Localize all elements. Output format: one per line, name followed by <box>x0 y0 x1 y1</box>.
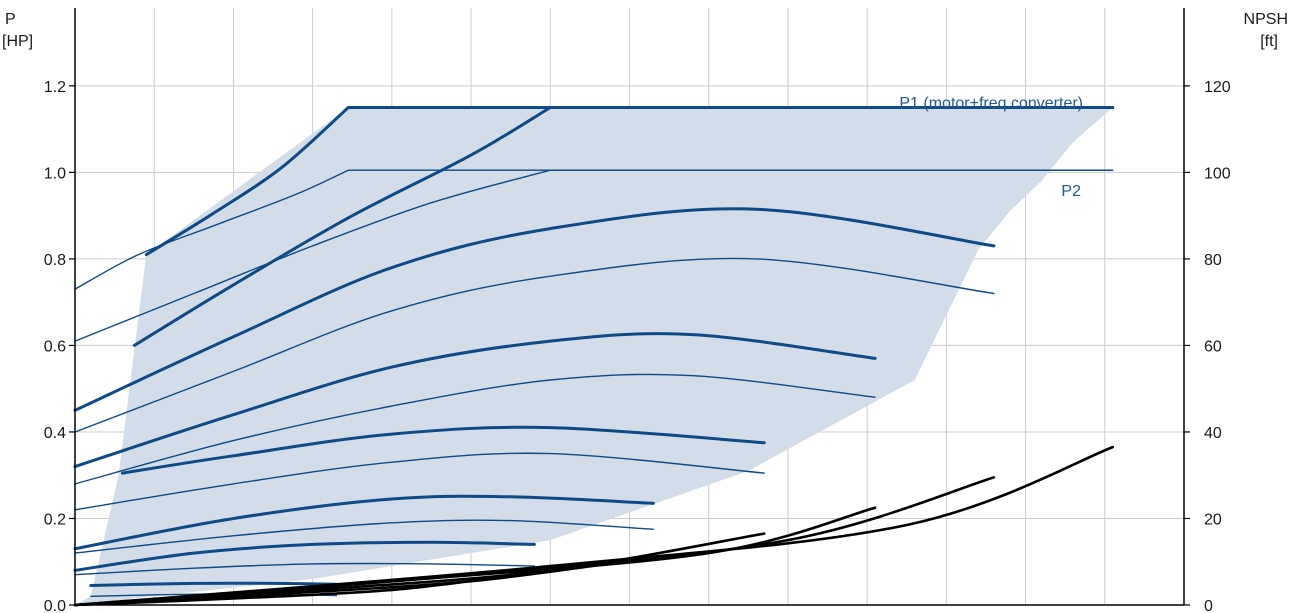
right-tick-label: 100 <box>1204 165 1231 182</box>
p2-curve-10 <box>74 452 765 511</box>
p1-curve-label: P1 (motor+freq.converter) <box>899 95 1083 112</box>
p2-curve-8 <box>74 373 876 485</box>
axes <box>74 8 1185 606</box>
p1-curve-5 <box>73 207 996 412</box>
right-tick-label: 60 <box>1204 338 1222 355</box>
p2-curve-2 <box>74 169 1114 290</box>
p2-curve-14 <box>74 562 536 576</box>
p1-curve-7 <box>73 332 877 469</box>
right-tick-label: 80 <box>1204 252 1222 269</box>
operating-envelope-area <box>75 107 1113 605</box>
right-tick-label: 20 <box>1204 511 1222 528</box>
left-tick-label: 0.0 <box>44 598 66 613</box>
left-axis-label: P <box>5 11 16 28</box>
power-curves <box>73 106 1115 597</box>
p1-curve-11 <box>73 494 655 551</box>
left-tick-label: 0.8 <box>44 252 66 269</box>
left-tick-label: 0.2 <box>44 511 66 528</box>
left-tick-labels: 0.0 0.2 0.4 0.6 0.8 1.0 1.2 <box>44 79 75 613</box>
right-tick-labels: 0 20 40 60 80 100 120 <box>1184 79 1231 613</box>
right-axis-label: NPSH <box>1244 11 1288 28</box>
right-tick-label: 40 <box>1204 425 1222 442</box>
p2-curve-12 <box>74 519 654 554</box>
p1-curve-15 <box>89 581 338 587</box>
p1-curve-9 <box>121 425 766 475</box>
npsh-curves <box>73 445 1114 607</box>
p2-curve-label: P2 <box>1061 183 1081 200</box>
p1-curve-13 <box>73 540 536 572</box>
left-tick-label: 1.2 <box>44 79 66 96</box>
right-axis-unit: [ft] <box>1260 33 1278 50</box>
right-tick-label: 120 <box>1204 79 1231 96</box>
left-axis-unit: [HP] <box>2 33 33 50</box>
left-tick-label: 0.4 <box>44 425 66 442</box>
p1-curve-3 <box>132 106 1115 347</box>
left-tick-label: 1.0 <box>44 165 66 182</box>
p2-curve-6 <box>74 257 995 433</box>
p2-curve-4 <box>74 169 1114 342</box>
npsh-curve-6 <box>73 445 1114 607</box>
right-tick-label: 0 <box>1204 598 1213 613</box>
p1-curve-1 <box>144 106 1115 257</box>
left-tick-label: 0.6 <box>44 338 66 355</box>
